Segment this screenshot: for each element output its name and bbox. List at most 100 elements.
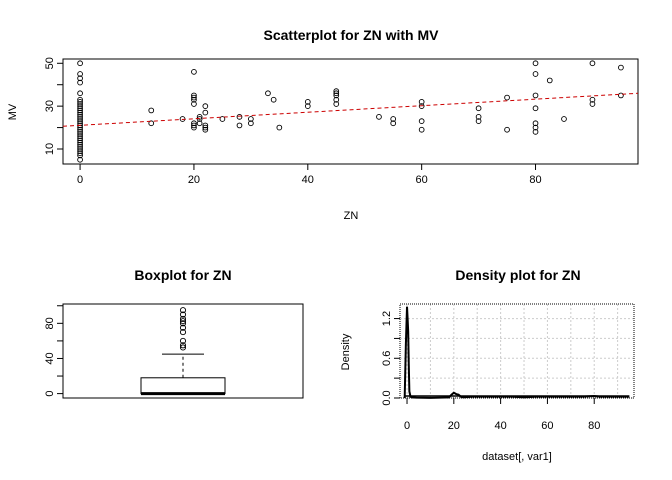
scatter-point — [589, 96, 596, 103]
scatter-point — [418, 126, 425, 133]
scatter-point — [77, 131, 83, 137]
scatter-x-axis: 0 20 40 60 80 — [77, 164, 542, 186]
scatter-point — [196, 120, 203, 127]
box-plot-box — [62, 303, 304, 399]
scatter-points — [77, 60, 624, 163]
scatter-point — [77, 148, 83, 154]
scatter-y-label: MV — [7, 103, 19, 120]
scatter-point — [77, 105, 83, 112]
density-panel: Density plot for ZN 0 20 40 60 80 0.00.61.2 … — [340, 267, 635, 463]
scatter-point — [589, 60, 596, 67]
scatter-point — [418, 103, 425, 109]
box-y-axis: 0 40 80 — [44, 305, 63, 397]
scatter-point — [191, 120, 197, 127]
scatter-point — [333, 90, 340, 97]
box-outlier — [179, 329, 187, 336]
scatter-y-tick-label: 50 — [44, 57, 56, 69]
scatter-title: Scatterplot for ZN with MV — [264, 27, 440, 43]
scatter-point — [148, 107, 155, 114]
scatter-point — [77, 103, 83, 109]
box-outlier — [179, 311, 187, 318]
scatter-point — [418, 118, 425, 124]
scatter-x-tick-label: 60 — [416, 174, 428, 186]
scatter-point — [248, 116, 254, 122]
scatter-point — [532, 124, 539, 131]
scatter-point — [304, 99, 311, 105]
scatter-point — [77, 114, 83, 120]
density-x-label: dataset[, var1] — [482, 451, 552, 463]
scatter-x-label: ZN — [344, 210, 359, 222]
density-grid — [400, 304, 634, 399]
scatter-point — [504, 126, 510, 133]
box-y-tick-label: 80 — [44, 317, 56, 329]
scatter-point — [191, 69, 197, 75]
scatter-point — [304, 103, 311, 109]
scatter-point — [475, 114, 482, 120]
scatter-plot-box — [62, 58, 639, 165]
scatter-x-tick-label: 80 — [529, 174, 541, 186]
scatter-y-axis: 10 30 50 — [44, 57, 63, 155]
scatter-point — [77, 133, 83, 139]
scatter-x-tick-label: 40 — [302, 174, 314, 186]
box-outlier — [179, 342, 187, 349]
box-outlier — [179, 337, 187, 344]
density-x-tick-label: 20 — [448, 420, 460, 432]
box-title: Boxplot for ZN — [134, 267, 231, 283]
scatter-point — [77, 71, 83, 77]
scatter-point — [77, 96, 83, 103]
scatter-y-tick-label: 10 — [44, 143, 56, 155]
scatter-point — [236, 114, 243, 120]
scatter-point — [376, 114, 382, 120]
density-x-axis: 0 20 40 60 80 — [404, 398, 600, 432]
scatter-point — [191, 96, 197, 103]
density-y-axis: 0.0 0.6 1.2 — [381, 311, 400, 406]
scatter-point — [77, 129, 83, 135]
scatter-point — [418, 99, 425, 105]
scatter-point — [504, 94, 510, 101]
density-x-tick-label: 60 — [541, 420, 553, 432]
box-shape — [140, 307, 226, 396]
density-x-tick-label: 0 — [404, 420, 410, 432]
scatter-point — [77, 99, 83, 105]
scatter-point — [532, 105, 539, 112]
scatter-point — [191, 122, 197, 129]
scatter-point — [589, 101, 596, 107]
scatter-point — [618, 92, 624, 99]
scatter-point — [191, 94, 197, 101]
scatter-point — [219, 116, 226, 122]
scatter-point — [77, 156, 83, 163]
scatter-point — [77, 150, 83, 157]
scatter-y-tick-label: 30 — [44, 100, 56, 112]
density-y-label: Density — [340, 333, 352, 370]
scatter-point — [532, 60, 539, 67]
scatter-x-tick-label: 20 — [188, 174, 200, 186]
scatter-point — [532, 71, 539, 77]
scatter-point — [148, 120, 155, 127]
scatter-point — [191, 92, 197, 99]
scatter-point — [265, 90, 271, 97]
density-x-tick-label: 40 — [494, 420, 506, 432]
scatter-point — [248, 120, 254, 127]
scatter-point — [333, 92, 340, 99]
scatter-point — [561, 116, 567, 122]
scatter-point — [77, 116, 83, 122]
box-y-tick-label: 40 — [44, 352, 56, 364]
scatter-point — [532, 92, 539, 99]
scatter-point — [77, 137, 83, 144]
density-plot-box — [399, 303, 635, 399]
scatter-point — [618, 64, 624, 71]
box-outlier — [179, 320, 187, 327]
scatter-point — [333, 101, 340, 107]
scatter-point — [77, 126, 83, 133]
scatter-point — [77, 79, 83, 86]
scatter-point — [77, 141, 83, 148]
scatter-point — [191, 124, 197, 131]
scatter-point — [333, 96, 340, 103]
scatter-point — [77, 60, 83, 67]
density-y-tick-label: 0.0 — [381, 390, 393, 405]
scatter-point — [77, 135, 83, 142]
scatter-point — [270, 96, 277, 103]
scatter-point — [202, 103, 209, 109]
scatter-point — [202, 122, 209, 129]
